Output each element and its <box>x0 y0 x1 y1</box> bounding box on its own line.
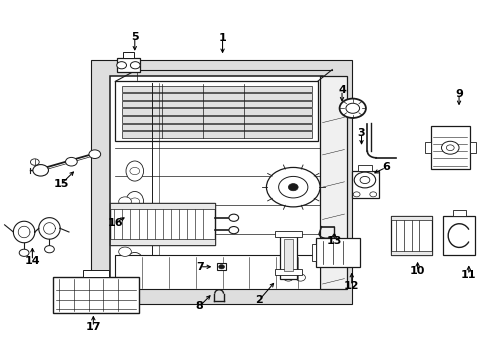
Circle shape <box>345 103 359 113</box>
Bar <box>469 142 475 153</box>
Circle shape <box>278 176 307 198</box>
Bar <box>122 101 311 107</box>
Text: 15: 15 <box>54 179 69 189</box>
Ellipse shape <box>126 252 143 273</box>
Bar <box>115 255 320 289</box>
Circle shape <box>117 62 126 69</box>
Bar <box>312 244 316 261</box>
Bar <box>424 142 430 153</box>
FancyBboxPatch shape <box>91 60 351 304</box>
Text: 5: 5 <box>131 32 138 41</box>
Circle shape <box>228 226 238 234</box>
Text: 14: 14 <box>24 256 40 266</box>
Bar <box>110 203 215 209</box>
Circle shape <box>369 192 376 197</box>
Circle shape <box>288 184 298 191</box>
Circle shape <box>130 228 140 235</box>
Text: 13: 13 <box>326 236 342 246</box>
Text: 9: 9 <box>454 89 462 99</box>
Bar <box>283 239 292 271</box>
Circle shape <box>441 141 458 154</box>
Circle shape <box>119 247 131 256</box>
Text: 3: 3 <box>357 129 365 138</box>
Text: 12: 12 <box>344 281 359 291</box>
Bar <box>110 203 215 244</box>
Circle shape <box>295 274 305 281</box>
Circle shape <box>130 62 140 69</box>
Text: 2: 2 <box>255 295 263 305</box>
Circle shape <box>119 197 131 206</box>
Bar <box>216 263 226 270</box>
Text: 11: 11 <box>460 270 476 280</box>
Circle shape <box>130 198 140 205</box>
Ellipse shape <box>126 222 143 242</box>
Circle shape <box>119 222 131 231</box>
Bar <box>452 211 465 216</box>
Circle shape <box>353 172 375 188</box>
Circle shape <box>30 159 39 165</box>
Text: 10: 10 <box>409 266 425 276</box>
Bar <box>279 232 296 279</box>
Circle shape <box>228 214 238 221</box>
Bar <box>117 58 140 72</box>
Bar <box>357 165 371 171</box>
Bar <box>351 171 378 198</box>
Bar <box>115 81 317 140</box>
Bar <box>122 123 311 130</box>
Circle shape <box>283 274 293 281</box>
Bar <box>110 76 322 289</box>
Text: 16: 16 <box>107 218 123 228</box>
Text: 8: 8 <box>195 301 203 311</box>
Circle shape <box>44 246 54 253</box>
Text: 1: 1 <box>218 33 226 43</box>
Text: 6: 6 <box>381 162 389 172</box>
Bar <box>274 269 301 275</box>
Circle shape <box>89 150 101 158</box>
Bar <box>443 216 474 255</box>
Circle shape <box>218 265 224 269</box>
Circle shape <box>33 165 48 176</box>
Circle shape <box>339 99 365 118</box>
Bar <box>390 216 431 220</box>
Bar <box>122 108 311 115</box>
Bar <box>122 52 134 58</box>
Bar <box>316 238 359 267</box>
Text: 17: 17 <box>85 322 101 332</box>
Circle shape <box>19 249 29 256</box>
Circle shape <box>446 145 453 150</box>
Ellipse shape <box>126 192 143 212</box>
Text: 4: 4 <box>337 85 345 95</box>
Bar <box>320 76 346 289</box>
Bar <box>430 126 469 169</box>
Bar <box>390 216 431 255</box>
Ellipse shape <box>126 161 143 181</box>
Text: 7: 7 <box>195 262 203 272</box>
Circle shape <box>65 157 77 166</box>
Bar <box>390 251 431 255</box>
Circle shape <box>266 167 320 207</box>
Circle shape <box>352 192 359 197</box>
Circle shape <box>359 176 369 184</box>
Bar <box>274 231 301 237</box>
Bar <box>122 116 311 122</box>
Bar <box>53 277 139 313</box>
Bar <box>278 270 307 284</box>
Bar <box>122 93 311 100</box>
Bar <box>122 131 311 138</box>
Bar <box>83 270 109 277</box>
Bar <box>122 86 311 92</box>
Circle shape <box>130 167 140 175</box>
Circle shape <box>130 259 140 266</box>
Bar <box>110 239 215 244</box>
